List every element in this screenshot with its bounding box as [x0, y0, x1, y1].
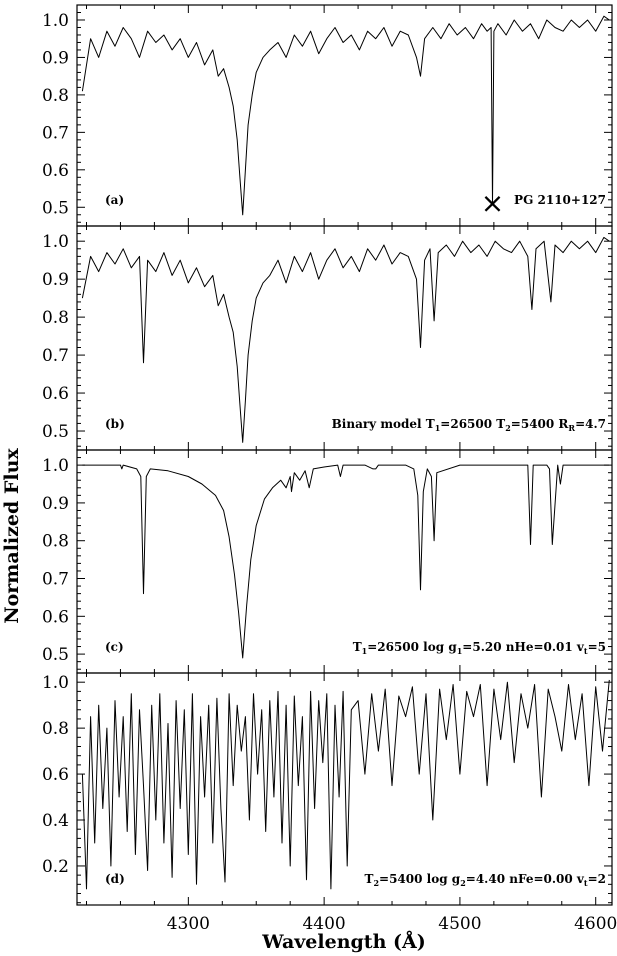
y-tick-label: 1.0: [42, 232, 69, 252]
x-axis: 4300 4400 4500 4600: [167, 914, 617, 934]
spectrum-line: [81, 15, 610, 216]
annotation-subscript: 2: [460, 878, 466, 888]
cross-marker-icon: ×: [481, 187, 504, 220]
annotation-subscript: 2: [373, 878, 379, 888]
annotation-text: =5400 R: [511, 417, 570, 431]
annotation-text: =4.40 nFe=0.00 v: [466, 872, 585, 886]
x-tick-label: 4400: [302, 914, 345, 934]
annotation-subscript: 2: [505, 423, 511, 433]
spectrum-line: [82, 464, 610, 659]
y-axis-title: Normalized Flux: [1, 448, 23, 624]
panel-annotation: Binary model T1=26500 T2=5400 RR=4.7: [332, 417, 606, 433]
annotation-text: =26500 log g: [367, 640, 457, 654]
panel-tag: (b): [105, 417, 125, 431]
annotation-text: =26500 T: [440, 417, 505, 431]
annotation-text: =4.7: [575, 417, 606, 431]
y-tick-label: 0.5: [42, 198, 69, 218]
y-tick-label: 0.8: [42, 308, 69, 328]
annotation-subscript: t: [584, 878, 588, 888]
y-tick-label: 0.6: [42, 765, 69, 785]
annotation-text: =5400 log g: [379, 872, 461, 886]
y-tick-label: 0.8: [42, 532, 69, 552]
panel-c: 0.50.60.70.80.91.0(c) T1=26500 log g1=5.2…: [42, 449, 613, 674]
annotation-text: =5.20 nHe=0.01 v: [462, 640, 585, 654]
annotation-text: T: [365, 872, 374, 886]
panel-annotation: PG 2110+127: [514, 193, 606, 207]
annotation-subscript: 1: [362, 646, 368, 656]
panel-frame: [76, 672, 613, 906]
annotation-text: T: [353, 640, 362, 654]
panel-d: 0.20.40.60.81.0(d) T2=5400 log g2=4.40 nF…: [42, 672, 613, 906]
y-tick-label: 1.0: [42, 673, 69, 693]
y-tick-label: 0.7: [42, 123, 69, 143]
panel-tag: (c): [105, 640, 124, 654]
y-tick-label: 0.9: [42, 48, 69, 68]
y-tick-label: 0.8: [42, 86, 69, 106]
y-tick-label: 0.7: [42, 570, 69, 590]
y-tick-label: 1.0: [42, 11, 69, 31]
annotation-text: =5: [588, 640, 606, 654]
y-tick-label: 0.7: [42, 346, 69, 366]
y-tick-label: 0.9: [42, 494, 69, 514]
panel-a: 0.5 0.6 0.7 0.8 0.9 1.0 (a) PG 2110+127 ×: [42, 4, 613, 227]
y-tick-label: 0.5: [42, 422, 69, 442]
panel-annotation: T2=5400 log g2=4.40 nFe=0.00 vt=2: [365, 872, 606, 888]
x-tick-label: 4600: [574, 914, 617, 934]
y-tick-label: 0.9: [42, 270, 69, 290]
annotation-text: PG 2110+127: [514, 193, 606, 207]
x-tick-label: 4500: [438, 914, 481, 934]
x-tick-label: 4300: [167, 914, 210, 934]
annotation-subscript: R: [568, 423, 575, 433]
annotation-text: =2: [588, 872, 606, 886]
y-tick-label: 0.8: [42, 719, 69, 739]
y-tick-label: 0.5: [42, 645, 69, 665]
annotation-subscript: 1: [457, 646, 463, 656]
y-tick-label: 0.6: [42, 384, 69, 404]
y-tick-label: 1.0: [42, 456, 69, 476]
annotation-subscript: 1: [435, 423, 441, 433]
y-tick-label: 0.4: [42, 811, 69, 831]
annotation-text: Binary model T: [332, 417, 435, 431]
y-tick-label: 0.6: [42, 607, 69, 627]
spectrum-line: [81, 236, 610, 443]
panel-tag: (a): [105, 193, 124, 207]
y-tick-label: 0.2: [42, 857, 69, 877]
panel-annotation: T1=26500 log g1=5.20 nHe=0.01 vt=5: [353, 640, 606, 656]
y-tick-label: 0.6: [42, 161, 69, 181]
panel-b: 0.5 0.6 0.7 0.8 0.9 1.0 (b) Binary model T1=265…: [42, 225, 613, 451]
annotation-subscript: t: [584, 646, 588, 656]
panel-tag: (d): [105, 872, 125, 886]
x-axis-title: Wavelength (Å): [261, 930, 425, 953]
spectrum-line: [81, 679, 610, 890]
panels: 0.50.60.70.80.91.0(a) PG 2110+127×0.50.60…: [42, 4, 613, 906]
